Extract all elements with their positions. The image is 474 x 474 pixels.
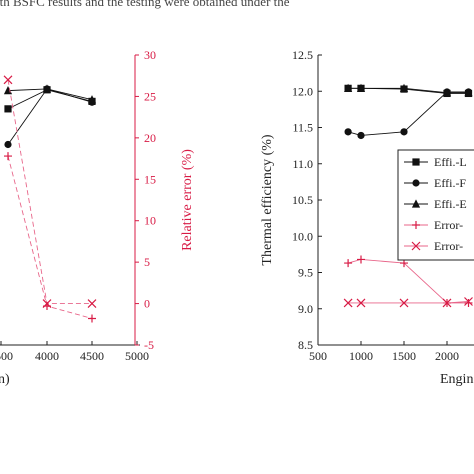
right-data-point [357, 255, 365, 264]
left-right-y-tick-label: 10 [144, 214, 156, 228]
left-right-y-tick-label: 0 [144, 297, 150, 311]
left-x-tick-label: 4500 [80, 349, 104, 363]
left-series-line [7, 155, 93, 319]
left-right-y-tick-label: 25 [144, 89, 156, 103]
right-y-tick-label: 10.0 [292, 229, 313, 243]
left-x-ticks: 1500 4000 4500 5000 [0, 341, 149, 363]
left-right-y-tick-label: 30 [144, 48, 156, 62]
right-x-tick-label: 500 [309, 349, 327, 363]
right-series-line [348, 301, 469, 304]
left-x-axis-title: n) [0, 372, 10, 387]
right-data-point [442, 88, 452, 97]
right-y-tick-label: 11.5 [292, 121, 313, 135]
legend-label: Error- [434, 239, 463, 253]
left-x-tick-label: 4000 [35, 349, 59, 363]
left-data-point [4, 152, 12, 161]
legend: Effi.-L Effi.-F Effi.-E Error- Error- [404, 155, 467, 253]
right-series-line [347, 91, 469, 136]
right-data-point [356, 83, 366, 92]
legend-label: Effi.-L [434, 155, 467, 169]
left-data-point [3, 75, 13, 85]
legend-box [397, 149, 474, 261]
left-right-y-tick-label: 5 [144, 255, 150, 269]
right-data-point [464, 298, 473, 307]
right-chart: 5001000150020002 12.512.011.511.010.510.… [260, 48, 474, 387]
left-data-point [42, 84, 52, 93]
left-x-tick-label: 1500 [0, 349, 13, 363]
left-right-y-ticks: 30 25 20 15 10 5 0 -5 [135, 48, 156, 352]
right-data-point [356, 298, 366, 308]
right-y-ticks: 12.5 12.0 11.5 11.0 10.5 10.0 9.5 9.0 8.5 [292, 48, 322, 352]
legend-marker [412, 158, 420, 166]
right-y-axis-title: Thermal efficiency (%) [260, 134, 275, 265]
right-x-tick-label: 1500 [392, 349, 416, 363]
right-x-tick-label: 1000 [349, 349, 373, 363]
left-right-y-axis-title: Relative error (%) [180, 149, 195, 251]
header-caption: ith BSFC results and the testing were ob… [0, 0, 290, 9]
right-y-tick-label: 9.0 [298, 302, 313, 316]
right-data-point [344, 83, 353, 92]
right-x-axis-title: Engin [440, 372, 473, 387]
left-data-point [42, 299, 52, 308]
legend-label: Effi.-E [434, 197, 467, 211]
right-data-point [344, 128, 352, 136]
left-series [3, 75, 97, 323]
right-data-point [400, 128, 408, 136]
legend-label: Error- [434, 218, 463, 232]
right-y-tick-label: 8.5 [298, 338, 313, 352]
right-data-point [343, 298, 353, 308]
left-right-y-tick-label: 20 [144, 131, 156, 145]
legend-marker [411, 199, 421, 208]
left-data-point [88, 314, 96, 323]
legend-marker [411, 241, 421, 251]
left-chart: 1500 4000 4500 5000 30 25 20 15 10 5 0 -5 n) Relat… [0, 48, 195, 387]
left-right-y-tick-label: 15 [144, 172, 156, 186]
right-data-point [399, 298, 409, 308]
right-y-tick-label: 10.5 [292, 193, 313, 207]
right-data-point [464, 88, 473, 97]
left-right-y-tick-label: -5 [144, 338, 154, 352]
right-x-tick-label: 2000 [435, 349, 459, 363]
legend-marker [412, 221, 420, 229]
right-series [343, 83, 473, 308]
left-data-point [87, 95, 97, 104]
right-data-point [442, 298, 452, 308]
right-y-tick-label: 11.0 [292, 157, 313, 171]
left-data-point [4, 105, 12, 113]
right-data-point [399, 83, 409, 92]
legend-marker [412, 179, 420, 187]
right-y-tick-label: 12.5 [292, 48, 313, 62]
right-x-ticks: 5001000150020002 [309, 341, 459, 363]
left-data-point [87, 299, 97, 308]
right-y-tick-label: 9.5 [298, 266, 313, 280]
left-series-line [7, 79, 92, 305]
right-data-point [344, 259, 353, 268]
right-series-line [347, 258, 469, 304]
left-series-line [7, 88, 93, 145]
left-x-tick-label: 5000 [125, 349, 149, 363]
legend-label: Effi.-F [434, 176, 466, 190]
right-data-point [357, 131, 365, 140]
right-y-tick-label: 12.0 [292, 84, 313, 98]
right-data-point [464, 297, 473, 306]
left-data-point [4, 140, 12, 149]
